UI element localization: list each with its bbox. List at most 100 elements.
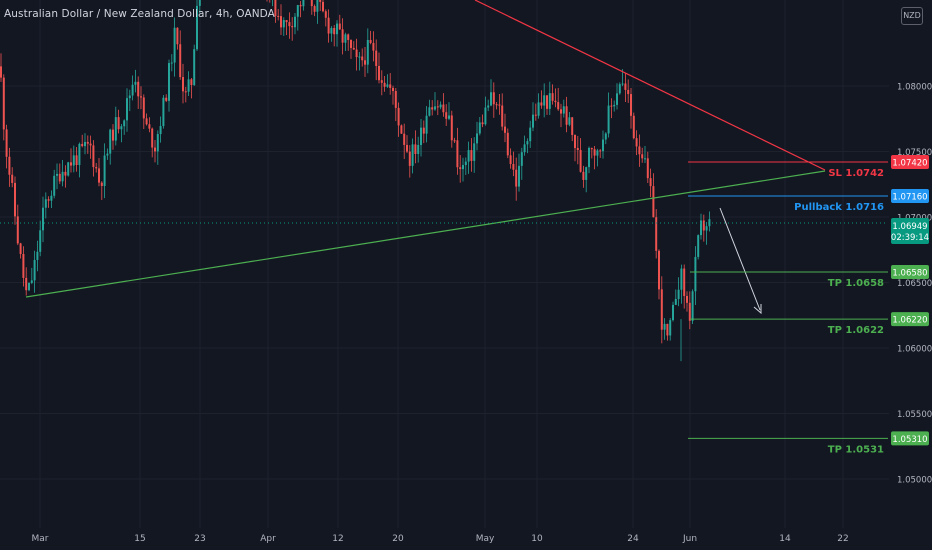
candle: [154, 139, 156, 163]
candle: [378, 52, 380, 84]
candle: [310, 0, 313, 15]
candle: [574, 134, 576, 162]
candle: [375, 39, 378, 81]
candle: [596, 148, 599, 167]
candle: [19, 242, 22, 259]
candle: [448, 102, 450, 121]
candle: [392, 85, 394, 105]
candle: [554, 88, 557, 108]
candle: [109, 128, 112, 165]
candle: [44, 192, 47, 219]
candle: [537, 93, 540, 119]
candle: [708, 211, 711, 232]
candle: [28, 282, 30, 292]
candle: [145, 113, 148, 126]
candle: [484, 96, 487, 126]
candle: [364, 47, 366, 77]
candle: [168, 59, 170, 112]
candle: [683, 264, 686, 309]
candle: [560, 103, 562, 128]
candle: [473, 137, 476, 173]
candle: [14, 176, 16, 225]
candle: [277, 9, 280, 21]
candle: [120, 124, 123, 143]
candle: [341, 18, 344, 55]
candle: [428, 99, 431, 117]
candle: [36, 240, 39, 272]
candle: [442, 93, 445, 117]
candle: [386, 74, 389, 88]
pullback-axis-badge-text: 1.07160: [892, 193, 927, 203]
candle: [269, 0, 271, 3]
candle: [512, 151, 515, 177]
candle: [543, 83, 546, 118]
currency-badge[interactable]: NZD: [901, 7, 923, 25]
tp2-axis-badge-text: 1.06220: [892, 316, 927, 326]
candle: [414, 130, 417, 164]
sl-level-label: SL 1.0742: [828, 168, 884, 179]
candle: [187, 71, 190, 96]
candle: [355, 38, 358, 71]
candle: [156, 130, 159, 165]
candle: [117, 109, 120, 134]
candle: [498, 93, 501, 115]
candle: [408, 145, 411, 178]
candle: [610, 98, 613, 119]
time-axis[interactable]: Mar 15 23 Apr 12 20 May 10 24 Jun 14 22: [0, 528, 932, 550]
candle: [456, 127, 459, 175]
candle: [272, 0, 274, 7]
candle: [641, 147, 644, 163]
candle: [338, 14, 341, 31]
candle: [420, 118, 422, 157]
sl-axis-badge: [891, 154, 929, 169]
candle: [638, 134, 641, 167]
candle: [506, 128, 509, 159]
resistance-trendline[interactable]: [474, 0, 826, 171]
candle: [470, 138, 473, 172]
candle: [280, 4, 282, 35]
candle: [100, 181, 103, 200]
grid-lines: [0, 0, 889, 528]
projection-arrow-line[interactable]: [719, 207, 761, 311]
candle: [282, 17, 285, 36]
tp3-level-label: TP 1.0531: [828, 444, 884, 455]
candle: [509, 148, 512, 169]
candle: [92, 140, 95, 177]
candle: [142, 94, 145, 130]
support-trendline[interactable]: [25, 170, 826, 298]
x-tick-label: 22: [837, 534, 848, 544]
candle: [296, 4, 299, 31]
candle: [176, 27, 179, 50]
x-tick-label: 12: [332, 534, 343, 544]
candle: [84, 133, 86, 155]
candle: [523, 135, 526, 156]
candlestick-series: [0, 0, 711, 362]
projection-arrow-head: [753, 304, 762, 315]
candle: [627, 79, 630, 103]
candle: [61, 159, 64, 187]
drawings[interactable]: [0, 0, 888, 315]
candle: [411, 138, 414, 174]
candle: [705, 222, 708, 245]
candle: [56, 163, 58, 190]
candle: [72, 145, 75, 173]
candle: [565, 96, 568, 133]
price-axis[interactable]: 1.080001.075001.070001.065001.060001.055…: [889, 0, 932, 528]
candle: [630, 88, 632, 129]
x-tick-label: 24: [627, 534, 639, 544]
candle: [582, 165, 585, 188]
candle: [67, 161, 70, 177]
tp1-axis-badge-text: 1.06580: [892, 269, 927, 279]
candle: [436, 100, 439, 116]
candle: [78, 142, 81, 178]
candle: [462, 157, 464, 182]
candle: [520, 147, 523, 180]
candle: [478, 117, 481, 136]
candle: [352, 41, 355, 50]
x-tick-label: Mar: [32, 534, 49, 544]
candle: [666, 323, 669, 341]
candle: [333, 24, 336, 47]
candle: [686, 291, 688, 312]
candle: [198, 0, 201, 14]
